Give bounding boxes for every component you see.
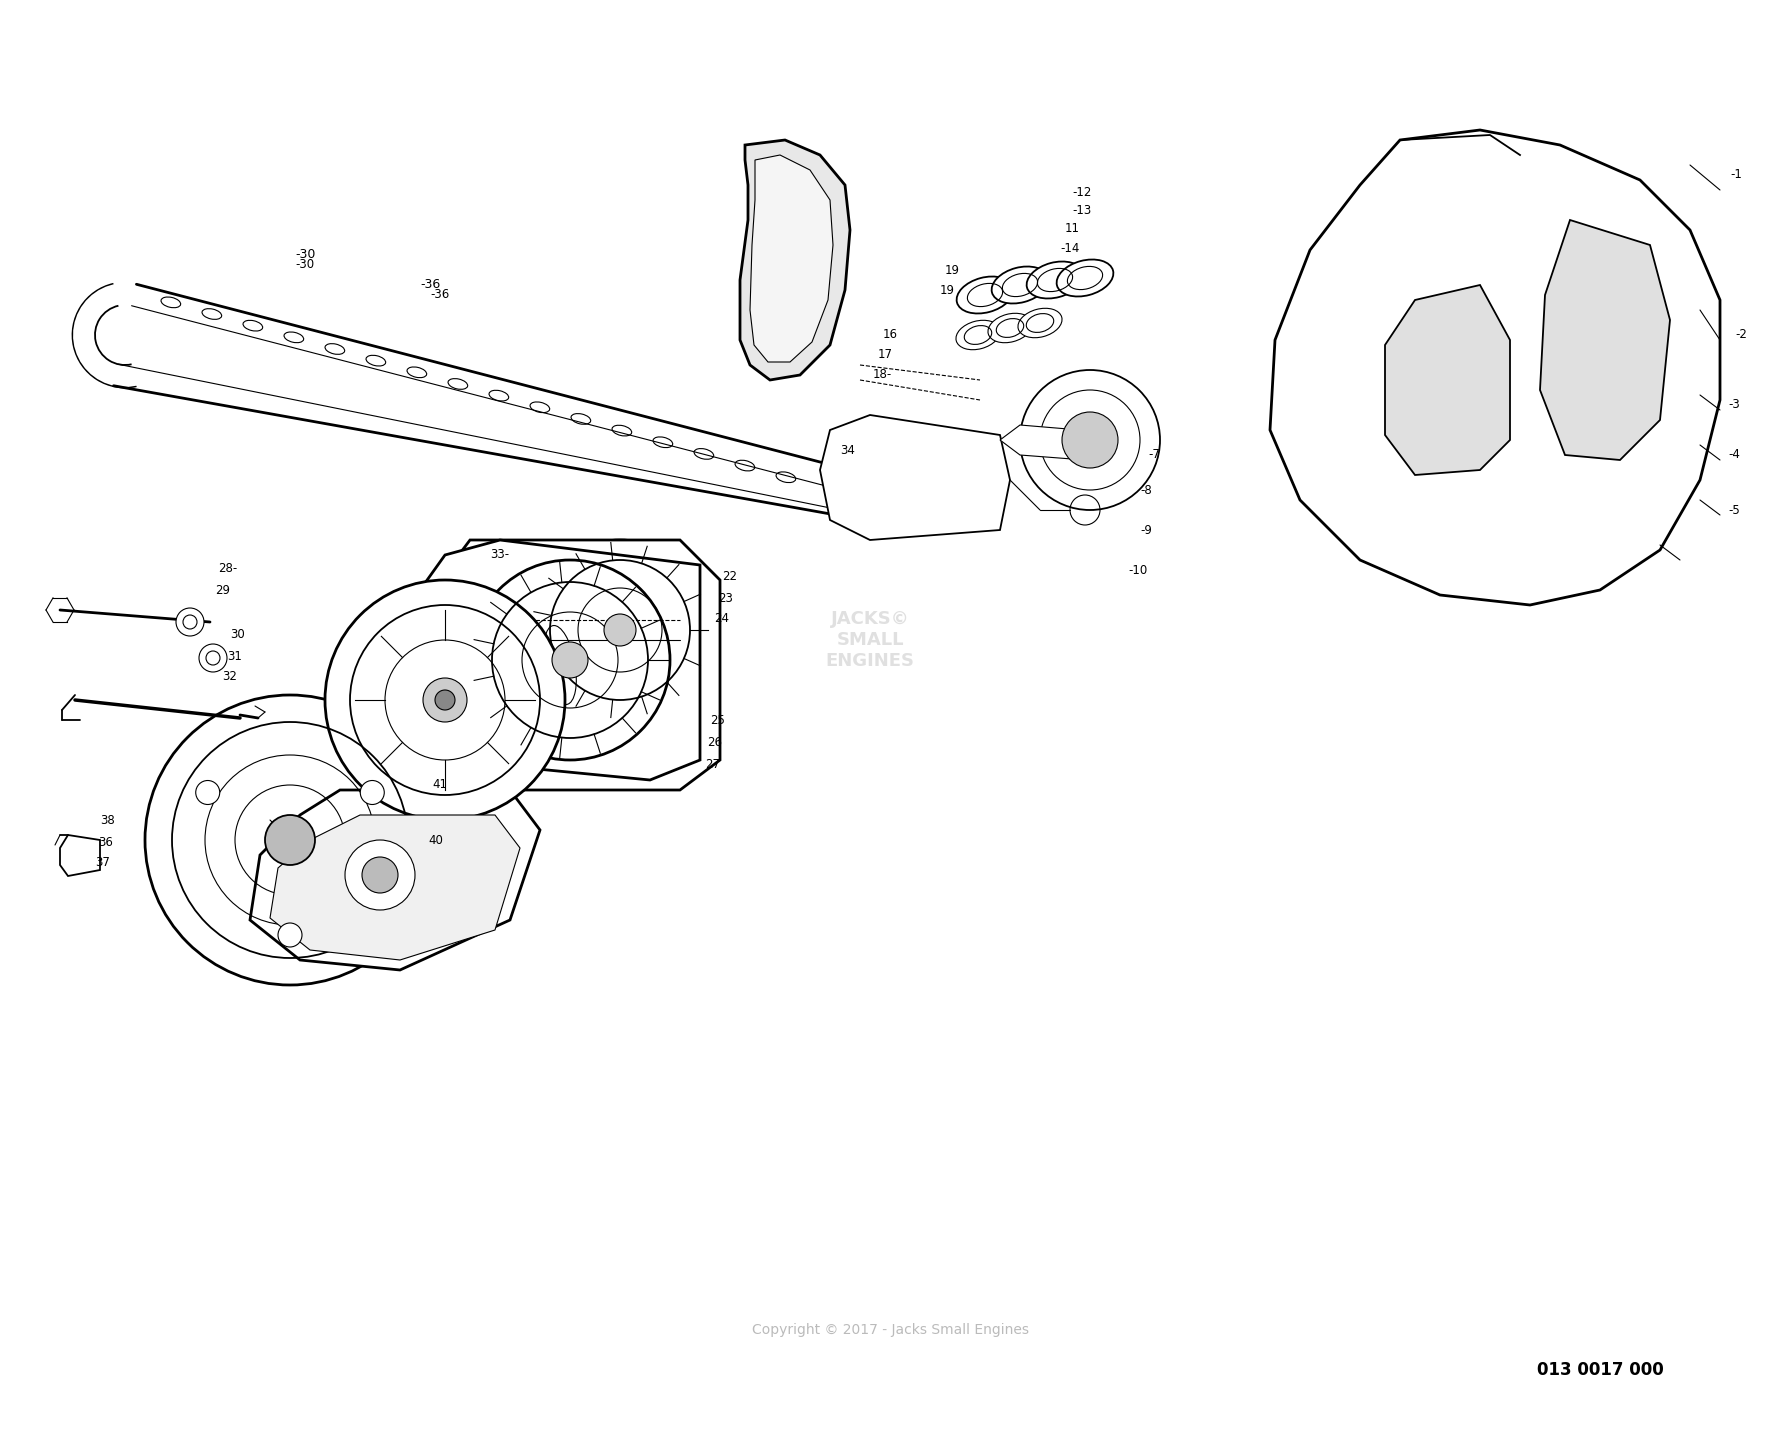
Polygon shape <box>1269 131 1719 606</box>
Polygon shape <box>749 155 833 362</box>
Polygon shape <box>1540 220 1670 461</box>
Text: 26: 26 <box>707 736 723 749</box>
Text: -30: -30 <box>295 248 315 261</box>
Text: 34: 34 <box>840 443 854 456</box>
Text: 32: 32 <box>222 670 237 683</box>
Ellipse shape <box>956 277 1013 313</box>
Text: 37: 37 <box>94 855 110 868</box>
Ellipse shape <box>956 320 1000 350</box>
Ellipse shape <box>988 313 1032 343</box>
Circle shape <box>345 839 415 910</box>
Polygon shape <box>271 815 520 960</box>
Text: 33-: 33- <box>490 548 509 561</box>
Polygon shape <box>249 791 539 970</box>
Circle shape <box>360 781 384 805</box>
Text: -30: -30 <box>295 258 313 271</box>
Circle shape <box>144 695 434 984</box>
Polygon shape <box>1000 425 1089 461</box>
Text: 29: 29 <box>215 584 230 597</box>
Circle shape <box>278 923 303 947</box>
Circle shape <box>265 815 315 865</box>
Circle shape <box>424 677 466 722</box>
Text: -9: -9 <box>1139 524 1152 537</box>
Text: -14: -14 <box>1061 241 1079 254</box>
Text: 16: 16 <box>883 329 897 342</box>
Text: -36: -36 <box>420 278 440 291</box>
Circle shape <box>470 560 669 761</box>
Text: Copyright © 2017 - Jacks Small Engines: Copyright © 2017 - Jacks Small Engines <box>751 1323 1029 1337</box>
Circle shape <box>530 540 710 720</box>
Text: 24: 24 <box>714 613 730 626</box>
Text: 38: 38 <box>100 814 114 827</box>
Text: -5: -5 <box>1728 504 1739 517</box>
Text: -36: -36 <box>431 288 449 301</box>
Text: 013 0017 000: 013 0017 000 <box>1536 1360 1663 1379</box>
Text: 30: 30 <box>230 629 246 641</box>
Text: 40: 40 <box>427 834 443 847</box>
Text: 31: 31 <box>228 650 242 663</box>
Circle shape <box>603 614 635 646</box>
Ellipse shape <box>1027 261 1084 298</box>
Text: -8: -8 <box>1139 484 1152 497</box>
Text: -13: -13 <box>1072 204 1091 217</box>
Text: JACKS©
SMALL
ENGINES: JACKS© SMALL ENGINES <box>826 610 915 670</box>
Circle shape <box>1020 370 1161 509</box>
Text: -10: -10 <box>1129 564 1148 577</box>
Text: 22: 22 <box>723 571 737 584</box>
Polygon shape <box>61 835 100 875</box>
Text: -1: -1 <box>1730 168 1743 181</box>
Circle shape <box>199 644 228 672</box>
Polygon shape <box>821 415 1009 540</box>
Text: -3: -3 <box>1728 399 1739 412</box>
Ellipse shape <box>991 267 1048 303</box>
Circle shape <box>326 580 564 819</box>
Circle shape <box>434 690 456 710</box>
Text: -2: -2 <box>1736 329 1746 342</box>
Text: 36: 36 <box>98 835 112 848</box>
Text: -7: -7 <box>1148 449 1161 462</box>
Circle shape <box>176 608 205 636</box>
Text: 27: 27 <box>705 759 719 772</box>
Circle shape <box>552 641 587 677</box>
Text: -12: -12 <box>1072 185 1091 198</box>
Circle shape <box>361 857 399 893</box>
Text: 25: 25 <box>710 713 724 726</box>
Text: 17: 17 <box>878 349 894 362</box>
Polygon shape <box>73 284 920 530</box>
Text: 23: 23 <box>717 591 733 604</box>
Ellipse shape <box>1057 260 1112 297</box>
Circle shape <box>1063 412 1118 468</box>
Text: 41: 41 <box>433 779 447 792</box>
Text: -4: -4 <box>1728 449 1739 462</box>
Text: 18-: 18- <box>872 369 892 382</box>
Text: 19: 19 <box>940 284 956 297</box>
Text: 19: 19 <box>945 264 959 277</box>
Polygon shape <box>1385 286 1509 475</box>
Text: 11: 11 <box>1064 221 1080 234</box>
Polygon shape <box>440 540 719 791</box>
Polygon shape <box>420 540 700 781</box>
Circle shape <box>196 781 219 805</box>
Text: 28-: 28- <box>217 561 237 574</box>
Polygon shape <box>740 141 851 380</box>
Ellipse shape <box>1018 309 1063 337</box>
